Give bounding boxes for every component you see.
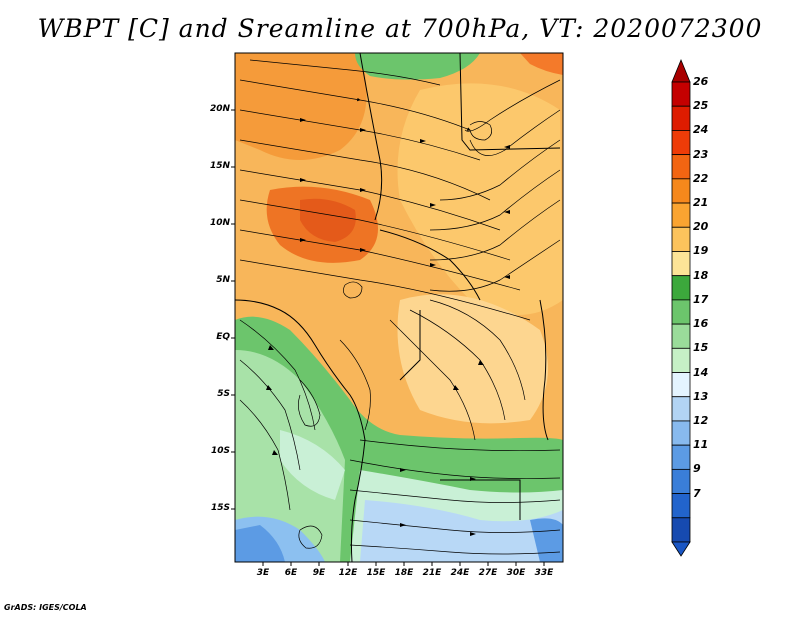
colorbar-tick-label: 22 <box>693 171 709 185</box>
colorbar-tick-label: 12 <box>693 413 709 427</box>
colorbar-swatch <box>671 105 691 131</box>
colorbar-swatch <box>671 444 691 470</box>
colorbar-swatch <box>671 154 691 180</box>
map-panel <box>235 53 563 562</box>
streamlines <box>239 59 561 555</box>
streamline-arrows <box>266 118 510 536</box>
colorbar-tick-label: 24 <box>693 123 709 137</box>
map-frame <box>234 52 564 563</box>
lon-label: 3E <box>256 568 270 578</box>
lat-label: EQ <box>216 332 230 342</box>
colorbar-tick-label: 21 <box>693 196 709 210</box>
colorbar-swatch <box>671 493 691 519</box>
colorbar-swatch <box>671 517 691 543</box>
colorbar-tick-label: 9 <box>693 462 701 476</box>
colorbar-top-arrow <box>671 58 691 83</box>
wbpt-field-light-south <box>397 294 548 424</box>
lon-label: 6E <box>284 568 298 578</box>
colorbar-swatch <box>671 202 691 228</box>
colorbar-swatch <box>671 420 691 446</box>
wbpt-field-light-east <box>397 83 563 315</box>
lon-label: 33E <box>534 568 554 578</box>
colorbar-tick-label: 7 <box>693 486 701 500</box>
lon-label: 9E <box>312 568 326 578</box>
colorbar-swatch <box>671 372 691 398</box>
chart-title: WBPT [C] and Sreamline at 700hPa, VT: 20… <box>37 14 763 43</box>
wbpt-field-green-north <box>355 53 480 80</box>
colorbar-swatch <box>671 299 691 325</box>
colorbar-swatch <box>671 323 691 349</box>
colorbar-tick-label: 13 <box>693 389 709 403</box>
lat-label: 10S <box>210 446 230 456</box>
colorbar-swatch <box>671 81 691 107</box>
lon-label: 21E <box>422 568 442 578</box>
colorbar-tick-label: 11 <box>693 438 709 452</box>
lon-label: 30E <box>506 568 526 578</box>
wbpt-field-orange-nw <box>235 53 367 160</box>
colorbar-swatch <box>671 396 691 422</box>
wbpt-field-orange-ne <box>520 53 563 75</box>
grads-credit: GrADS: IGES/COLA <box>4 603 87 612</box>
lon-label: 24E <box>450 568 470 578</box>
colorbar-tick-label: 14 <box>693 365 709 379</box>
colorbar <box>671 58 691 557</box>
lat-label: 15N <box>209 161 230 171</box>
lon-label: 27E <box>478 568 498 578</box>
colorbar-tick-label: 17 <box>693 292 709 306</box>
lon-label: 18E <box>394 568 414 578</box>
colorbar-bottom-arrow <box>671 541 691 557</box>
colorbar-tick-label: 19 <box>693 244 709 258</box>
lat-label: 15S <box>210 503 230 513</box>
colorbar-swatch <box>671 226 691 252</box>
colorbar-swatch <box>671 251 691 277</box>
colorbar-swatch <box>671 275 691 301</box>
lat-label: 5S <box>217 389 230 399</box>
wbpt-field-blue-se <box>530 518 563 562</box>
colorbar-tick-label: 15 <box>693 341 709 355</box>
colorbar-swatch <box>671 130 691 156</box>
wbpt-field-blue-sw-deep <box>235 525 285 562</box>
lat-label: 10N <box>209 218 230 228</box>
colorbar-tick-label: 16 <box>693 317 709 331</box>
lon-label: 12E <box>338 568 358 578</box>
lat-label: 5N <box>216 275 230 285</box>
colorbar-swatch <box>671 178 691 204</box>
lon-label: 15E <box>366 568 386 578</box>
lat-label: 20N <box>209 104 230 114</box>
colorbar-tick-label: 20 <box>693 220 709 234</box>
colorbar-tick-label: 18 <box>693 268 709 282</box>
wbpt-field-core <box>300 198 356 242</box>
wbpt-field-pale-mid-west <box>280 430 345 500</box>
axis-ticks <box>231 109 545 566</box>
colorbar-swatch <box>671 468 691 494</box>
coastlines <box>235 53 561 562</box>
colorbar-tick-label: 26 <box>693 75 709 88</box>
colorbar-tick-label: 23 <box>693 147 709 161</box>
colorbar-swatch <box>671 347 691 373</box>
colorbar-tick-label: 25 <box>693 99 709 113</box>
